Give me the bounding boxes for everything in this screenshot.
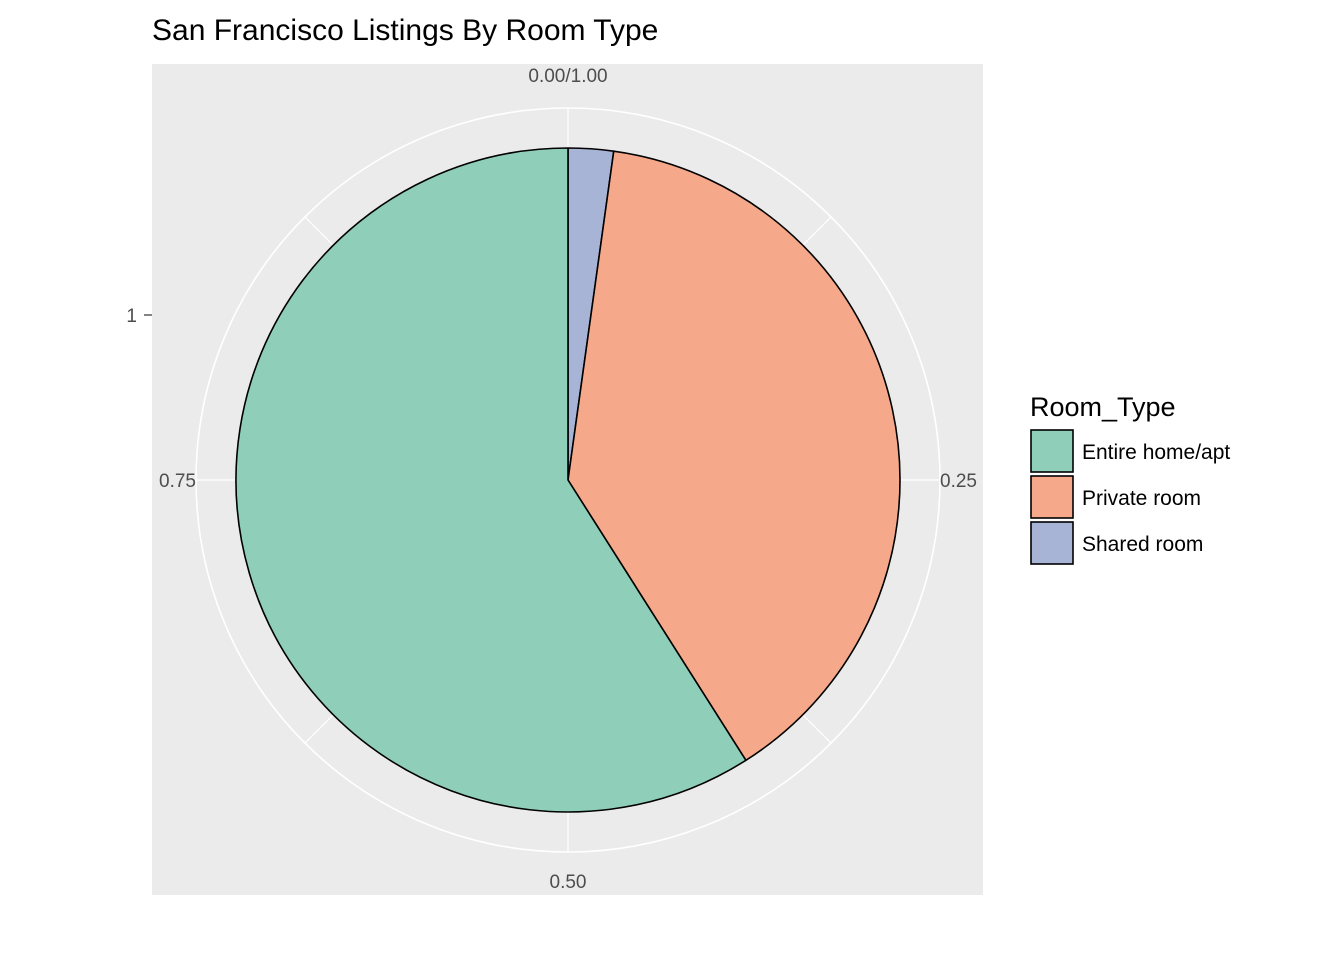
legend: Room_Type Entire home/apt Private room Sha… [1030,392,1230,565]
theta-tick-label: 0.50 [550,872,587,893]
chart-title: San Francisco Listings By Room Type [152,14,658,47]
legend-label: Entire home/apt [1082,441,1230,464]
theta-tick-label: 0.25 [940,471,977,492]
theta-axis: 0.00/1.00 0.25 0.50 0.75 [159,66,977,893]
legend-key [1030,475,1074,519]
legend-label: Private room [1082,487,1201,510]
legend-items: Entire home/apt Private room Shared room [1030,429,1230,565]
slice-private-room [567,150,901,762]
theta-tick-label: 0.75 [159,471,196,492]
radial-axis: 1 [126,306,152,327]
legend-title: Room_Type [1030,392,1176,422]
theta-tick-label: 0.00/1.00 [528,66,607,87]
legend-key [1030,429,1074,473]
legend-label: Shared room [1082,533,1203,556]
legend-key [1030,521,1074,565]
radial-tick-label: 1 [126,306,137,327]
pie-slices [235,147,901,813]
slice-entire-home-apt [235,147,747,813]
